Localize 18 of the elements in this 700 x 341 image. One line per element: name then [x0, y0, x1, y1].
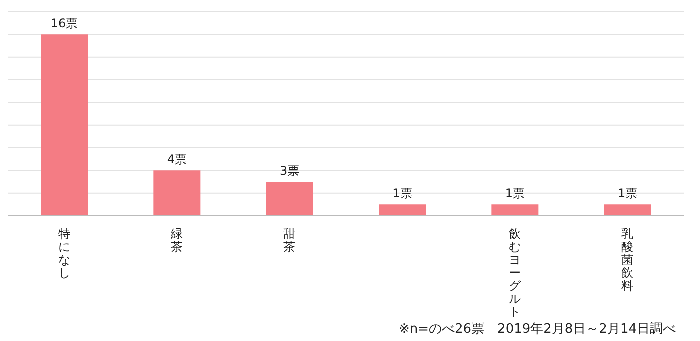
data-label: 1票	[618, 186, 638, 201]
data-label: 4票	[167, 152, 187, 167]
x-tick-label: 甜茶	[284, 227, 296, 254]
bar	[379, 204, 426, 216]
bar	[604, 204, 652, 216]
bar	[154, 170, 201, 216]
data-label: 1票	[505, 186, 525, 201]
x-tick-label: 特になし	[58, 227, 70, 280]
data-label: 16票	[50, 16, 78, 31]
text: ※n=のべ26票 2019年2月8日～2月14日調べ	[398, 321, 676, 338]
x-tick-label: 乳酸菌飲料	[622, 227, 634, 293]
x-tick-label: 飲むヨーグルト	[509, 227, 522, 319]
data-label: 1票	[392, 186, 412, 201]
bar	[492, 204, 539, 216]
x-tick-label: 緑茶	[170, 227, 183, 254]
data-label: 3票	[280, 164, 300, 178]
bar	[266, 182, 314, 216]
bar	[41, 34, 88, 216]
